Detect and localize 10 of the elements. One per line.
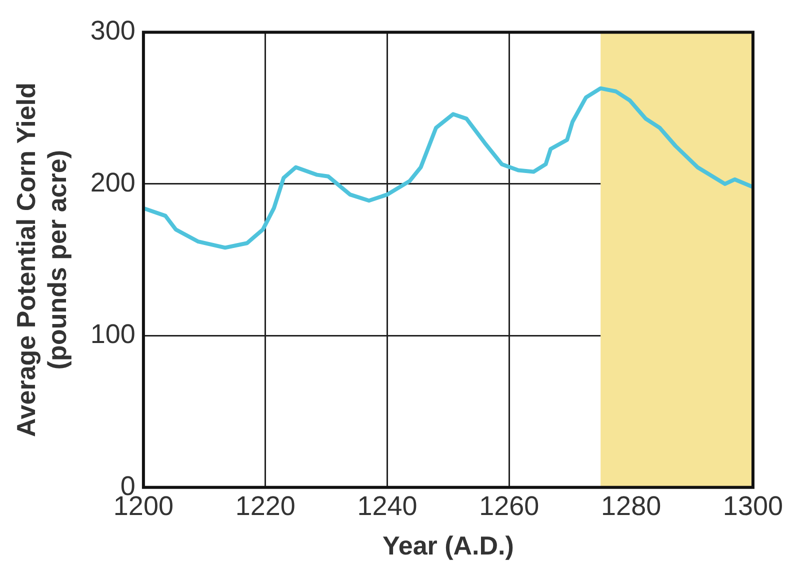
x-tick-label: 1260	[479, 491, 540, 522]
x-tick-label: 1280	[601, 491, 662, 522]
y-tick-label: 200	[90, 167, 136, 198]
y-tick-label: 100	[90, 319, 136, 350]
y-tick-label: 300	[90, 16, 136, 46]
x-tick-label: 1300	[722, 491, 784, 522]
x-axis-title: Year (A.D.)	[382, 530, 514, 561]
x-tick-label: 1240	[357, 491, 418, 522]
x-tick-label: 1220	[235, 491, 296, 522]
y-axis-title: Average Potential Corn Yield (pounds per acre)	[10, 82, 72, 438]
